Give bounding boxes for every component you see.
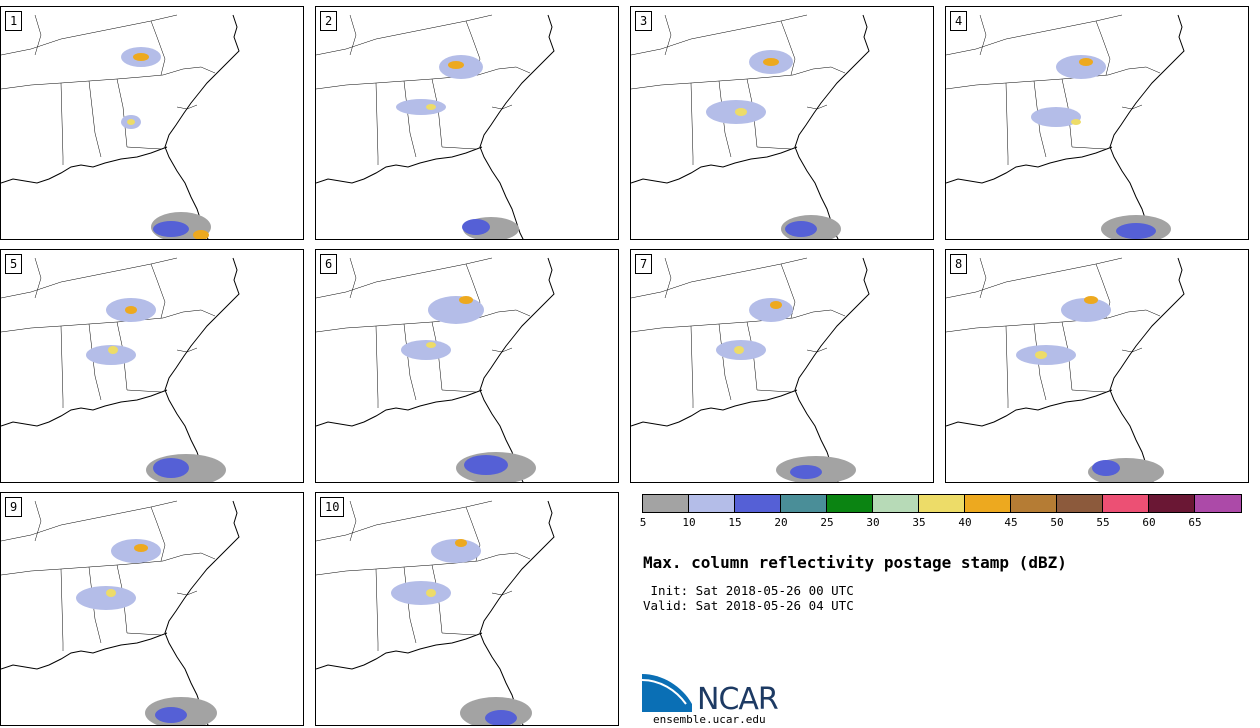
basemap-map [946, 14, 1185, 239]
panel-number: 9 [5, 497, 23, 517]
figure-title: Max. column reflectivity postage stamp (… [643, 553, 1067, 572]
postage-stamp-panel: 1 [0, 6, 304, 240]
colorbar-swatch [689, 495, 735, 512]
panel-number: 6 [320, 254, 338, 274]
postage-stamp-panel: 5 [0, 249, 304, 483]
colorbar-swatch [827, 495, 873, 512]
colorbar-swatch [1057, 495, 1103, 512]
postage-stamp-panel: 8 [945, 249, 1249, 483]
init-time: Init: Sat 2018-05-26 00 UTC [643, 583, 854, 598]
basemap-map [631, 257, 870, 482]
colorbar-tick-label: 35 [912, 516, 926, 529]
colorbar-tick-label: 25 [820, 516, 834, 529]
basemap-map [1, 14, 240, 239]
basemap-map [946, 257, 1185, 482]
colorbar-swatch [1011, 495, 1057, 512]
colorbar-tick-label: 65 [1188, 516, 1202, 529]
basemap-map [316, 14, 555, 239]
postage-stamp-panel: 3 [630, 6, 934, 240]
colorbar-tick-label: 5 [639, 516, 647, 529]
colorbar-tick-label: 60 [1142, 516, 1156, 529]
colorbar [642, 494, 1242, 513]
colorbar-tick-label: 45 [1004, 516, 1018, 529]
panel-number: 4 [950, 11, 968, 31]
colorbar-swatch [919, 495, 965, 512]
panel-number: 5 [5, 254, 23, 274]
postage-stamp-panel: 7 [630, 249, 934, 483]
basemap-map [1, 257, 240, 482]
panel-number: 2 [320, 11, 338, 31]
postage-stamp-panel: 2 [315, 6, 619, 240]
panel-number: 3 [635, 11, 653, 31]
colorbar-tick-label: 10 [682, 516, 696, 529]
colorbar-swatch [735, 495, 781, 512]
basemap-map [316, 257, 555, 482]
logo-url: ensemble.ucar.edu [653, 713, 766, 726]
reflectivity-echoes [121, 47, 211, 239]
colorbar-swatch [781, 495, 827, 512]
colorbar-swatch [1149, 495, 1195, 512]
colorbar-swatch [1195, 495, 1241, 512]
colorbar-swatch [1103, 495, 1149, 512]
colorbar-tick-label: 40 [958, 516, 972, 529]
postage-stamp-panel: 6 [315, 249, 619, 483]
postage-stamp-panel: 4 [945, 6, 1249, 240]
colorbar-tick-label: 30 [866, 516, 880, 529]
colorbar-tick-label: 20 [774, 516, 788, 529]
valid-time: Valid: Sat 2018-05-26 04 UTC [643, 598, 854, 613]
colorbar-ticks: 5 10 15 20 25 30 35 40 45 50 55 60 65 [0, 516, 1260, 530]
colorbar-swatch [873, 495, 919, 512]
panel-number: 1 [5, 11, 23, 31]
basemap-map [1, 500, 240, 725]
postage-stamp-panel: 9 [0, 492, 304, 726]
colorbar-swatch [965, 495, 1011, 512]
colorbar-tick-label: 50 [1050, 516, 1064, 529]
logo-name: NCAR [697, 682, 779, 717]
panel-number: 8 [950, 254, 968, 274]
basemap-map [631, 14, 870, 239]
colorbar-swatch [643, 495, 689, 512]
colorbar-tick-label: 55 [1096, 516, 1110, 529]
panel-number: 7 [635, 254, 653, 274]
basemap-map [316, 500, 555, 725]
ncar-logo-icon [642, 674, 692, 712]
panel-number: 10 [320, 497, 345, 517]
colorbar-tick-label: 15 [728, 516, 742, 529]
postage-stamp-panel: 10 [315, 492, 619, 726]
